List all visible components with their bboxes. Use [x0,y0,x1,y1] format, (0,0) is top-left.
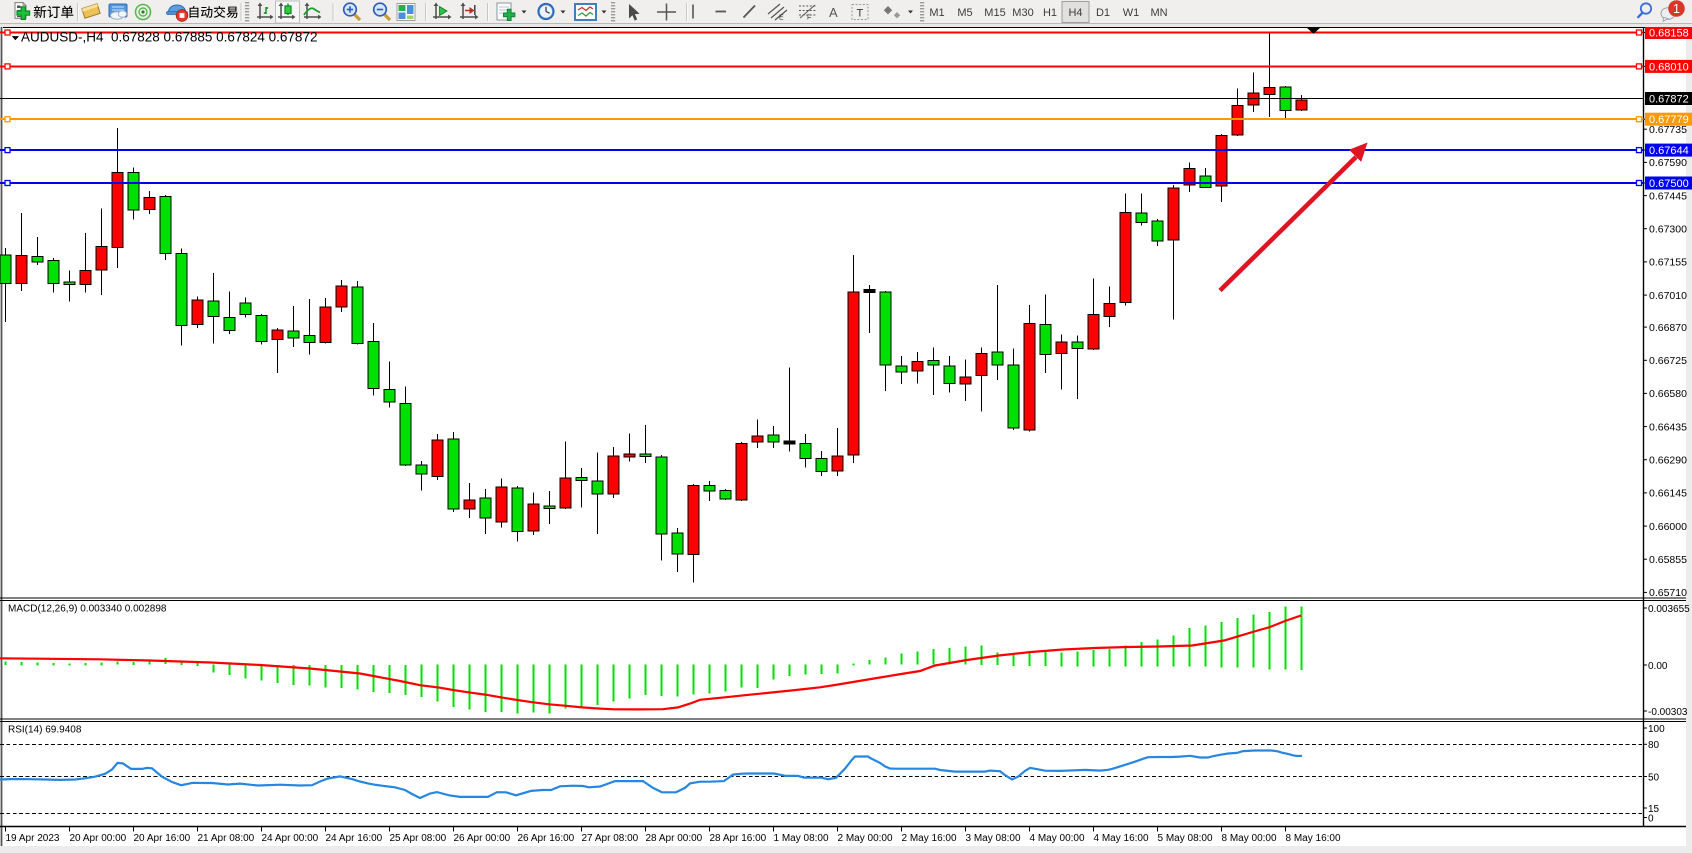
svg-text:1 May 08:00: 1 May 08:00 [774,833,829,844]
svg-text:H4: H4 [1068,7,1082,19]
svg-text:0.67010: 0.67010 [1649,290,1687,302]
svg-text:0.66290: 0.66290 [1649,455,1687,467]
svg-text:4 May 16:00: 4 May 16:00 [1094,833,1149,844]
svg-text:0.67644: 0.67644 [1649,145,1689,157]
svg-text:E: E [779,15,784,22]
svg-text:25 Apr 08:00: 25 Apr 08:00 [390,833,447,844]
svg-text:0.66580: 0.66580 [1649,388,1687,400]
svg-text:0.67155: 0.67155 [1649,257,1687,269]
svg-text:W1: W1 [1123,7,1140,19]
svg-text:A: A [829,5,838,20]
svg-text:0.66000: 0.66000 [1649,521,1687,533]
svg-text:M15: M15 [984,7,1005,19]
svg-text:26 Apr 16:00: 26 Apr 16:00 [518,833,575,844]
svg-text:RSI(14) 69.9408: RSI(14) 69.9408 [8,725,82,736]
svg-text:4 May 00:00: 4 May 00:00 [1030,833,1085,844]
svg-text:M30: M30 [1012,7,1033,19]
svg-text:80: 80 [1648,740,1660,751]
svg-text:D1: D1 [1096,7,1110,19]
svg-text:T: T [857,8,864,20]
svg-text:0.66870: 0.66870 [1649,322,1687,334]
svg-text:27 Apr 08:00: 27 Apr 08:00 [582,833,639,844]
svg-text:8 May 00:00: 8 May 00:00 [1222,833,1277,844]
svg-text:5 May 08:00: 5 May 08:00 [1158,833,1213,844]
svg-text:MN: MN [1150,7,1167,19]
svg-text:M1: M1 [929,7,944,19]
svg-text:0.67445: 0.67445 [1649,190,1687,202]
svg-text:-0.00303: -0.00303 [1648,707,1688,718]
svg-text:0.00: 0.00 [1648,661,1668,672]
svg-text:0.67590: 0.67590 [1649,157,1687,169]
svg-text:20 Apr 16:00: 20 Apr 16:00 [134,833,191,844]
svg-text:0.67872: 0.67872 [1649,94,1689,106]
svg-text:3 May 08:00: 3 May 08:00 [966,833,1021,844]
svg-text:50: 50 [1648,772,1660,783]
svg-text:21 Apr 08:00: 21 Apr 08:00 [198,833,255,844]
svg-text:F: F [807,15,811,22]
svg-text:8 May 16:00: 8 May 16:00 [1286,833,1341,844]
svg-text:100: 100 [1648,724,1665,735]
svg-text:0.65710: 0.65710 [1649,587,1687,599]
svg-text:26 Apr 00:00: 26 Apr 00:00 [454,833,511,844]
svg-text:20 Apr 00:00: 20 Apr 00:00 [70,833,127,844]
svg-text:0.67500: 0.67500 [1649,178,1689,190]
svg-text:1: 1 [1673,2,1680,16]
svg-text:24 Apr 00:00: 24 Apr 00:00 [262,833,319,844]
svg-text:AUDUSD-,H4 0.67828 0.67885 0.: AUDUSD-,H4 0.67828 0.67885 0.67824 0.678… [21,30,317,45]
svg-text:2 May 00:00: 2 May 00:00 [838,833,893,844]
svg-text:0.67779: 0.67779 [1649,114,1689,126]
svg-text:28 Apr 16:00: 28 Apr 16:00 [710,833,767,844]
svg-text:H1: H1 [1043,7,1057,19]
svg-text:0.65855: 0.65855 [1649,554,1687,566]
svg-text:0.66725: 0.66725 [1649,355,1687,367]
svg-text:MACD(12,26,9) 0.003340 0.00289: MACD(12,26,9) 0.003340 0.002898 [8,604,167,615]
svg-text:0: 0 [1648,813,1654,824]
svg-text:28 Apr 00:00: 28 Apr 00:00 [646,833,703,844]
svg-text:0.68010: 0.68010 [1649,61,1689,73]
svg-text:M5: M5 [957,7,972,19]
svg-text:24 Apr 16:00: 24 Apr 16:00 [326,833,383,844]
svg-text:0.66435: 0.66435 [1649,421,1687,433]
svg-text:0.66145: 0.66145 [1649,488,1687,500]
svg-text:0.68158: 0.68158 [1649,28,1689,40]
svg-text:0.67300: 0.67300 [1649,224,1687,236]
svg-text:0.003655: 0.003655 [1648,604,1690,615]
svg-text:19 Apr 2023: 19 Apr 2023 [6,833,60,844]
svg-text:15: 15 [1648,804,1660,815]
svg-text:2 May 16:00: 2 May 16:00 [902,833,957,844]
svg-text:0.67735: 0.67735 [1649,124,1687,136]
